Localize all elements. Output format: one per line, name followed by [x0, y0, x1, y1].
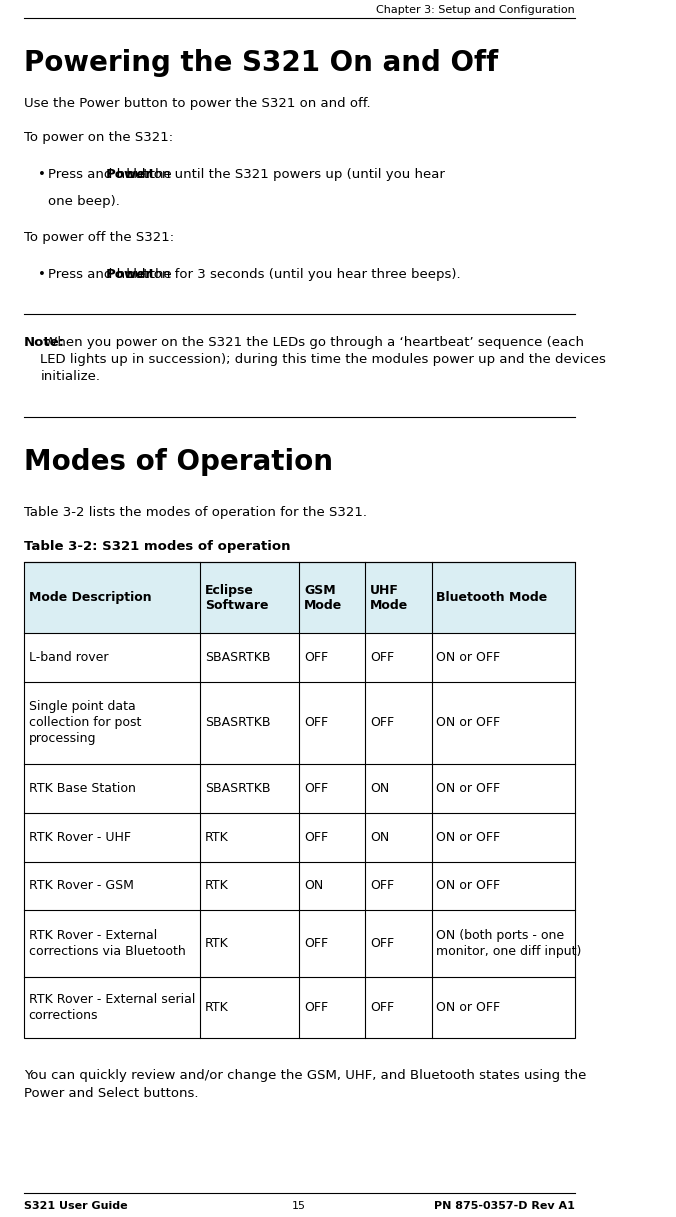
- Text: S321 User Guide: S321 User Guide: [24, 1201, 128, 1211]
- Text: PN 875-0357-D Rev A1: PN 875-0357-D Rev A1: [434, 1201, 575, 1211]
- Text: OFF: OFF: [304, 937, 329, 950]
- Text: RTK: RTK: [205, 1002, 228, 1014]
- Text: Powering the S321 On and Off: Powering the S321 On and Off: [24, 49, 498, 77]
- Text: ON or OFF: ON or OFF: [436, 717, 500, 729]
- Text: To power on the S321:: To power on the S321:: [24, 131, 173, 145]
- Text: RTK Rover - External serial
corrections: RTK Rover - External serial corrections: [29, 993, 195, 1022]
- Text: Press and hold the: Press and hold the: [48, 268, 176, 281]
- Text: Power: Power: [106, 268, 153, 281]
- Text: Press and hold the: Press and hold the: [48, 168, 176, 181]
- Text: ON (both ports - one
monitor, one diff input): ON (both ports - one monitor, one diff i…: [436, 930, 581, 958]
- Text: Mode Description: Mode Description: [29, 591, 151, 604]
- Text: Table 3-2 lists the modes of operation for the S321.: Table 3-2 lists the modes of operation f…: [24, 506, 367, 520]
- Text: RTK Base Station: RTK Base Station: [29, 783, 136, 795]
- Text: OFF: OFF: [304, 831, 329, 843]
- Text: L-band rover: L-band rover: [29, 651, 108, 663]
- Text: OFF: OFF: [370, 651, 394, 663]
- Text: Modes of Operation: Modes of Operation: [24, 448, 333, 476]
- Text: RTK: RTK: [205, 937, 228, 950]
- Text: Note:: Note:: [24, 336, 65, 349]
- Text: one beep).: one beep).: [48, 195, 120, 208]
- Text: Eclipse
Software: Eclipse Software: [205, 583, 268, 612]
- Text: RTK: RTK: [205, 831, 228, 843]
- Text: ON or OFF: ON or OFF: [436, 651, 500, 663]
- Text: RTK Rover - GSM: RTK Rover - GSM: [29, 880, 134, 892]
- Text: GSM
Mode: GSM Mode: [304, 583, 342, 612]
- Text: SBASRTKB: SBASRTKB: [205, 651, 270, 663]
- Text: OFF: OFF: [304, 651, 329, 663]
- Text: UHF
Mode: UHF Mode: [370, 583, 408, 612]
- Text: OFF: OFF: [370, 880, 394, 892]
- Text: RTK: RTK: [205, 880, 228, 892]
- Text: ON: ON: [304, 880, 323, 892]
- Text: Single point data
collection for post
processing: Single point data collection for post pr…: [29, 701, 141, 745]
- Text: OFF: OFF: [304, 1002, 329, 1014]
- FancyBboxPatch shape: [24, 562, 575, 633]
- Text: OFF: OFF: [370, 1002, 394, 1014]
- Text: You can quickly review and/or change the GSM, UHF, and Bluetooth states using th: You can quickly review and/or change the…: [24, 1069, 586, 1099]
- Text: ON or OFF: ON or OFF: [436, 783, 500, 795]
- Text: ON: ON: [370, 831, 389, 843]
- Text: SBASRTKB: SBASRTKB: [205, 717, 270, 729]
- Text: Chapter 3: Setup and Configuration: Chapter 3: Setup and Configuration: [376, 5, 575, 15]
- Text: OFF: OFF: [304, 783, 329, 795]
- Text: SBASRTKB: SBASRTKB: [205, 783, 270, 795]
- Text: OFF: OFF: [370, 937, 394, 950]
- Text: To power off the S321:: To power off the S321:: [24, 231, 174, 245]
- Text: ON or OFF: ON or OFF: [436, 831, 500, 843]
- Text: OFF: OFF: [304, 717, 329, 729]
- Text: OFF: OFF: [370, 717, 394, 729]
- Text: button until the S321 powers up (until you hear: button until the S321 powers up (until y…: [122, 168, 445, 181]
- Text: 15: 15: [292, 1201, 306, 1211]
- Text: ON or OFF: ON or OFF: [436, 880, 500, 892]
- Text: Power: Power: [106, 168, 153, 181]
- Text: RTK Rover - External
corrections via Bluetooth: RTK Rover - External corrections via Blu…: [29, 930, 185, 958]
- Text: When you power on the S321 the LEDs go through a ‘heartbeat’ sequence (each
LED : When you power on the S321 the LEDs go t…: [41, 336, 606, 383]
- Text: •: •: [38, 168, 45, 181]
- Text: Use the Power button to power the S321 on and off.: Use the Power button to power the S321 o…: [24, 97, 370, 111]
- Text: •: •: [38, 268, 45, 281]
- Text: Bluetooth Mode: Bluetooth Mode: [436, 591, 548, 604]
- Bar: [24, 562, 575, 1038]
- Text: RTK Rover - UHF: RTK Rover - UHF: [29, 831, 130, 843]
- Text: button for 3 seconds (until you hear three beeps).: button for 3 seconds (until you hear thr…: [122, 268, 460, 281]
- Text: ON: ON: [370, 783, 389, 795]
- Text: Table 3-2: S321 modes of operation: Table 3-2: S321 modes of operation: [24, 540, 291, 554]
- Text: ON or OFF: ON or OFF: [436, 1002, 500, 1014]
